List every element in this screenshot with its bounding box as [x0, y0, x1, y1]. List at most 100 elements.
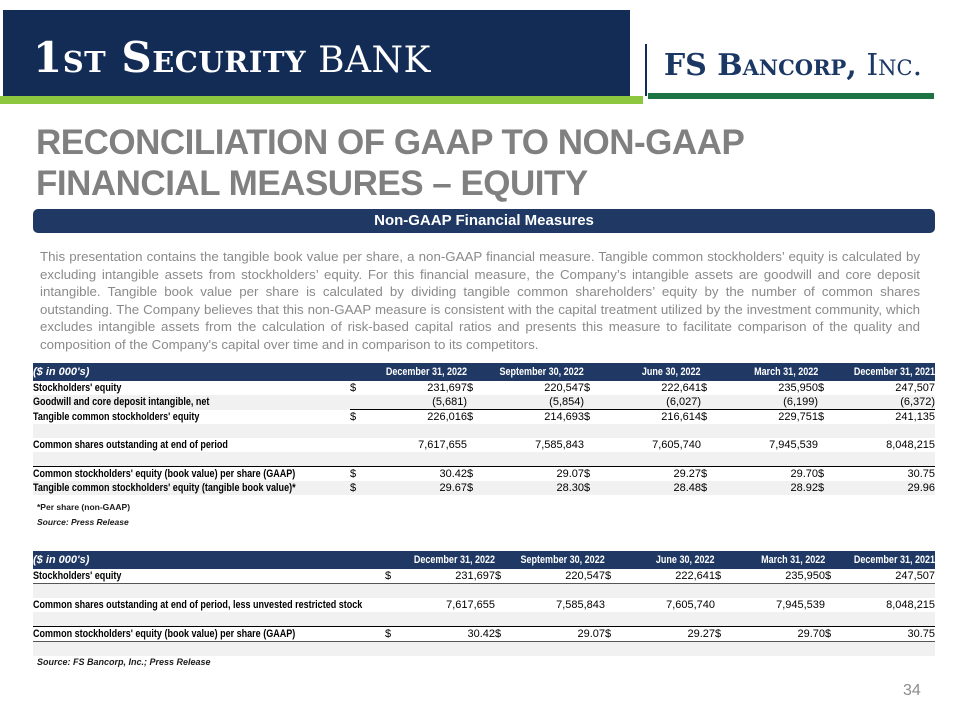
cell-value: (6,372) [842, 395, 936, 410]
logo-divider-rule [645, 44, 647, 96]
currency-symbol: $ [715, 569, 740, 584]
currency-symbol: $ [467, 382, 474, 394]
cell-value: 7,617,655 [446, 599, 496, 611]
cell-value: 220,547 [544, 382, 585, 394]
table1-footnote: *Per share (non-GAAP) [37, 502, 131, 512]
spacer-row [33, 452, 936, 467]
section-banner: Non-GAAP Financial Measures [33, 209, 935, 233]
currency-symbol: $ [584, 466, 609, 481]
cell-value: 222,641 [661, 382, 702, 394]
bancorp-logo-name: FS Bancorp, [663, 48, 857, 83]
column-header: March 31, 2022 [701, 363, 819, 381]
table-row: Goodwill and core deposit intangible, ne… [33, 395, 936, 410]
page-number: 34 [903, 682, 921, 699]
spacer-row [33, 612, 936, 627]
cell-value: 247,507 [895, 382, 936, 394]
cell-value: 231,697 [427, 382, 468, 394]
column-header: September 30, 2022 [467, 363, 585, 381]
cell-value: 30.42 [374, 466, 468, 481]
spacer-row [33, 424, 936, 438]
table-row: Tangible common stockholders' equity (ta… [33, 481, 936, 495]
cell-value: 28.30 [491, 481, 585, 495]
currency-symbol: $ [467, 466, 492, 481]
row-label: Tangible common stockholders' equity [33, 410, 200, 423]
table-row: Stockholders' equity $231,697 $220,547 $… [33, 381, 935, 395]
currency-symbol: $ [350, 466, 374, 481]
unit-label: ($ in 000's) [33, 363, 350, 381]
currency-symbol: $ [825, 626, 850, 642]
row-label: Common stockholders' equity (book value)… [33, 468, 296, 480]
cell-value: (6,199) [725, 395, 819, 410]
currency-symbol: $ [350, 481, 374, 495]
bancorp-logo: FS Bancorp, Inc. [650, 48, 936, 83]
column-header: December 31, 2022 [385, 551, 496, 569]
unit-label: ($ in 000's) [33, 551, 385, 569]
currency-symbol: $ [715, 626, 740, 642]
gaap-reconciliation-table: ($ in 000's) December 31, 2022 September… [33, 363, 936, 495]
cell-value: 29.67 [374, 481, 468, 495]
green-divider-left [0, 96, 643, 104]
cell-value: 222,641 [629, 569, 716, 584]
cell-value: 229,751 [778, 411, 819, 423]
book-value-table: ($ in 000's) December 31, 2022 September… [33, 551, 936, 656]
cell-value: 30.75 [842, 466, 936, 481]
cell-value: 7,585,843 [535, 439, 585, 451]
cell-value: 231,697 [409, 569, 496, 584]
currency-symbol: $ [605, 569, 630, 584]
green-divider-right [648, 93, 934, 99]
page-title-line2: FINANCIAL MEASURES – EQUITY [36, 164, 588, 203]
table-header-row: ($ in 000's) December 31, 2022 September… [33, 551, 936, 569]
cell-value: 235,950 [778, 382, 819, 394]
currency-symbol: $ [385, 626, 409, 642]
table-row: Common stockholders' equity (book value)… [33, 466, 936, 481]
cell-value: 29.70 [725, 466, 819, 481]
currency-symbol: $ [584, 411, 591, 423]
currency-symbol: $ [495, 569, 520, 584]
currency-symbol: $ [495, 626, 520, 642]
cell-value: 29.96 [842, 481, 936, 495]
currency-symbol: $ [818, 411, 825, 423]
currency-symbol: $ [818, 481, 843, 495]
cell-value: 8,048,215 [886, 439, 936, 451]
cell-value: 7,605,740 [652, 439, 702, 451]
table-row: Stockholders' equity $231,697 $220,547 $… [33, 569, 936, 584]
row-label: Stockholders' equity [33, 570, 122, 582]
table-row: Common stockholders' equity (book value)… [33, 626, 936, 642]
table1-source: Source: Press Release [37, 517, 129, 527]
page-title-line1: RECONCILIATION OF GAAP TO NON-GAAP [36, 123, 745, 162]
column-header: December 31, 2021 [818, 363, 936, 381]
cell-value: 214,693 [544, 411, 585, 423]
currency-symbol: $ [701, 466, 726, 481]
row-label: Stockholders' equity [33, 382, 122, 394]
row-label: Tangible common stockholders' equity (ta… [33, 482, 296, 494]
cell-value: 29.27 [608, 466, 702, 481]
cell-value: 28.92 [725, 481, 819, 495]
table-header-row: ($ in 000's) December 31, 2022 September… [33, 363, 936, 381]
row-label: Common shares outstanding at end of peri… [33, 439, 228, 451]
currency-symbol: $ [350, 382, 357, 394]
currency-symbol: $ [701, 481, 726, 495]
cell-value: 7,945,539 [776, 599, 826, 611]
bank-logo-band: 1st Security Bank [3, 10, 630, 97]
spacer-row [33, 583, 936, 598]
cell-value: 28.48 [608, 481, 702, 495]
cell-value: 7,617,655 [418, 439, 468, 451]
column-header: September 30, 2022 [495, 551, 606, 569]
cell-value: 216,614 [661, 411, 702, 423]
cell-value: 30.42 [409, 626, 496, 642]
cell-value: 29.07 [519, 626, 606, 642]
currency-symbol: $ [584, 481, 609, 495]
currency-symbol: $ [825, 569, 850, 584]
cell-value: 30.75 [849, 626, 936, 642]
bank-logo-suffix: Bank [306, 40, 431, 81]
cell-value: 29.27 [629, 626, 716, 642]
currency-symbol: $ [818, 466, 843, 481]
cell-value: 220,547 [519, 569, 606, 584]
table2-source: Source: FS Bancorp, Inc.; Press Release [37, 657, 211, 667]
page-title: RECONCILIATION OF GAAP TO NON-GAAP FINAN… [36, 122, 745, 204]
currency-symbol: $ [584, 382, 591, 394]
currency-symbol: $ [467, 481, 492, 495]
bancorp-logo-suffix: Inc. [856, 48, 923, 83]
cell-value: 29.70 [739, 626, 826, 642]
row-label: Goodwill and core deposit intangible, ne… [33, 396, 210, 409]
